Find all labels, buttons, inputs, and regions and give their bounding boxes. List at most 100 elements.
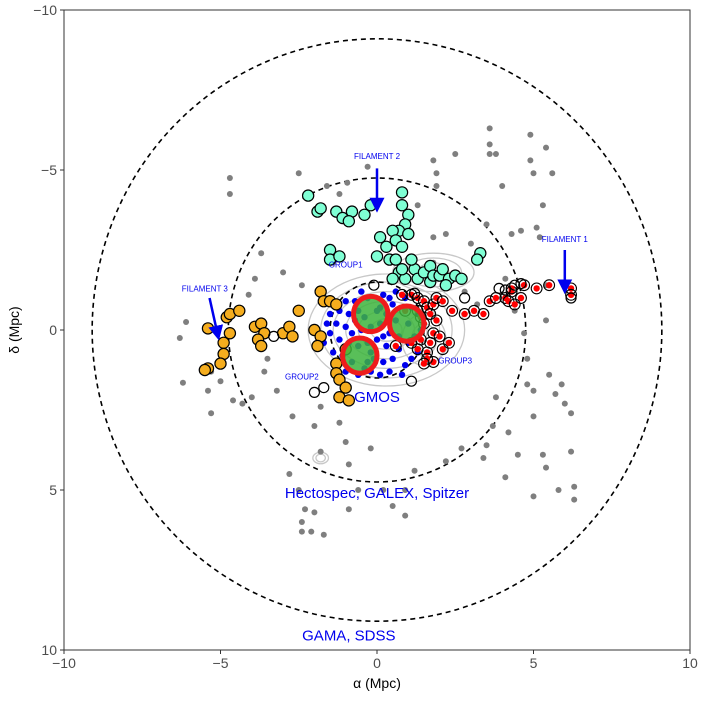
point-group1-19 <box>380 240 393 253</box>
point-field-63 <box>483 442 490 449</box>
point-field-36 <box>239 400 246 407</box>
point-group1-0 <box>301 189 315 202</box>
point-group3-36 <box>439 346 446 353</box>
point-group3-ring-22 <box>543 279 556 292</box>
point-group3-10 <box>470 307 478 314</box>
point-group3-ring-33 <box>433 330 446 343</box>
point-group3-ring-39 <box>418 357 430 370</box>
x-tick-label-4: 10 <box>682 655 698 671</box>
point-field-9 <box>549 170 556 177</box>
point-group1-18 <box>373 230 387 244</box>
point-gmos-39 <box>380 358 387 366</box>
point-field-51 <box>308 528 315 535</box>
point-group3-ring-19 <box>508 298 521 311</box>
point-field-87 <box>511 307 518 314</box>
point-gmos-25 <box>336 336 343 343</box>
point-field-57 <box>402 512 409 519</box>
x-axis-ticks: −10 −5 0 5 10 <box>52 650 698 671</box>
point-field-24 <box>467 240 474 247</box>
point-group1-28 <box>386 272 399 285</box>
point-group1-9 <box>395 186 409 199</box>
x-tick-label-2: 0 <box>373 655 381 671</box>
point-field-77 <box>571 483 578 490</box>
point-group3-ring-6 <box>430 292 443 304</box>
point-gmos-56 <box>386 294 393 302</box>
point-group3-19 <box>511 301 518 308</box>
point-gmos-47 <box>386 368 393 375</box>
point-gmos-30 <box>383 342 390 350</box>
point-group3-0 <box>398 291 406 298</box>
point-field-27 <box>251 275 258 282</box>
point-group1-25 <box>389 253 402 266</box>
point-open-1 <box>515 278 527 290</box>
point-open-10 <box>368 279 380 291</box>
point-field-78 <box>555 487 562 493</box>
survey-label-2: Hectospec, GALEX, Spitzer <box>285 485 469 502</box>
point-field-80 <box>502 474 509 481</box>
y-tick-label-4: 10 <box>41 642 57 658</box>
contour-line-0-5 <box>307 273 466 387</box>
point-field-1 <box>527 131 534 138</box>
point-field-7 <box>527 157 534 164</box>
point-group3-8 <box>448 307 456 314</box>
annotation-group2: GROUP2 <box>285 373 319 382</box>
point-field-65 <box>539 451 546 458</box>
point-field-86 <box>524 355 531 362</box>
point-group3-ring-8 <box>446 304 459 317</box>
y-axis-label: δ (Mpc) <box>6 306 22 353</box>
point-group3-7 <box>439 298 446 305</box>
point-field-23 <box>533 224 540 231</box>
point-field-45 <box>286 471 293 477</box>
point-group3-11 <box>480 310 487 318</box>
point-group1-29 <box>395 263 409 276</box>
point-open-9 <box>268 330 280 342</box>
point-field-17 <box>336 191 343 197</box>
point-field-21 <box>414 202 421 209</box>
point-open-11 <box>408 287 421 299</box>
point-field-20 <box>433 183 440 189</box>
point-group3-ring-17 <box>505 282 518 295</box>
point-group3-ring-18 <box>502 295 515 308</box>
point-group1-43 <box>470 253 484 266</box>
point-group1-14 <box>402 227 415 241</box>
point-field-31 <box>176 335 183 341</box>
annotation-group3: GROUP3 <box>438 357 472 366</box>
point-group1-23 <box>333 250 346 263</box>
point-group3-40 <box>392 342 399 350</box>
point-field-8 <box>530 170 537 177</box>
point-group3-39 <box>420 360 428 367</box>
point-field-52 <box>320 531 327 538</box>
point-group2-19 <box>217 336 230 349</box>
point-gmos-16 <box>342 323 349 330</box>
point-field-11 <box>433 170 440 177</box>
contour-line-1-2 <box>391 252 475 293</box>
point-field-81 <box>505 429 512 436</box>
point-field-15 <box>295 170 302 177</box>
point-field-14 <box>226 191 233 197</box>
point-field-42 <box>342 439 349 445</box>
point-group3-13 <box>492 294 500 302</box>
point-gmos-49 <box>326 330 334 337</box>
point-group2-31 <box>342 394 356 407</box>
point-group1-41 <box>439 279 453 292</box>
point-group1-10 <box>395 198 409 212</box>
point-field-39 <box>208 410 215 417</box>
contour-line-0-2 <box>345 300 428 360</box>
point-group2-3 <box>233 304 246 317</box>
point-group3-28 <box>433 317 440 324</box>
point-field-60 <box>442 458 449 465</box>
point-gmos-41 <box>401 362 409 369</box>
point-field-99 <box>261 368 268 375</box>
point-group2-18 <box>223 327 237 340</box>
point-field-13 <box>226 175 233 181</box>
survey-label-1: GMOS <box>354 389 400 406</box>
highlight-ring-1 <box>351 293 391 335</box>
point-field-35 <box>217 378 224 385</box>
point-group3-35 <box>423 349 431 356</box>
point-field-48 <box>298 519 305 525</box>
point-field-3 <box>486 141 493 148</box>
point-group2-11 <box>286 330 299 343</box>
point-field-30 <box>298 282 305 289</box>
point-gmos-48 <box>398 371 406 378</box>
point-field-101 <box>317 448 324 455</box>
